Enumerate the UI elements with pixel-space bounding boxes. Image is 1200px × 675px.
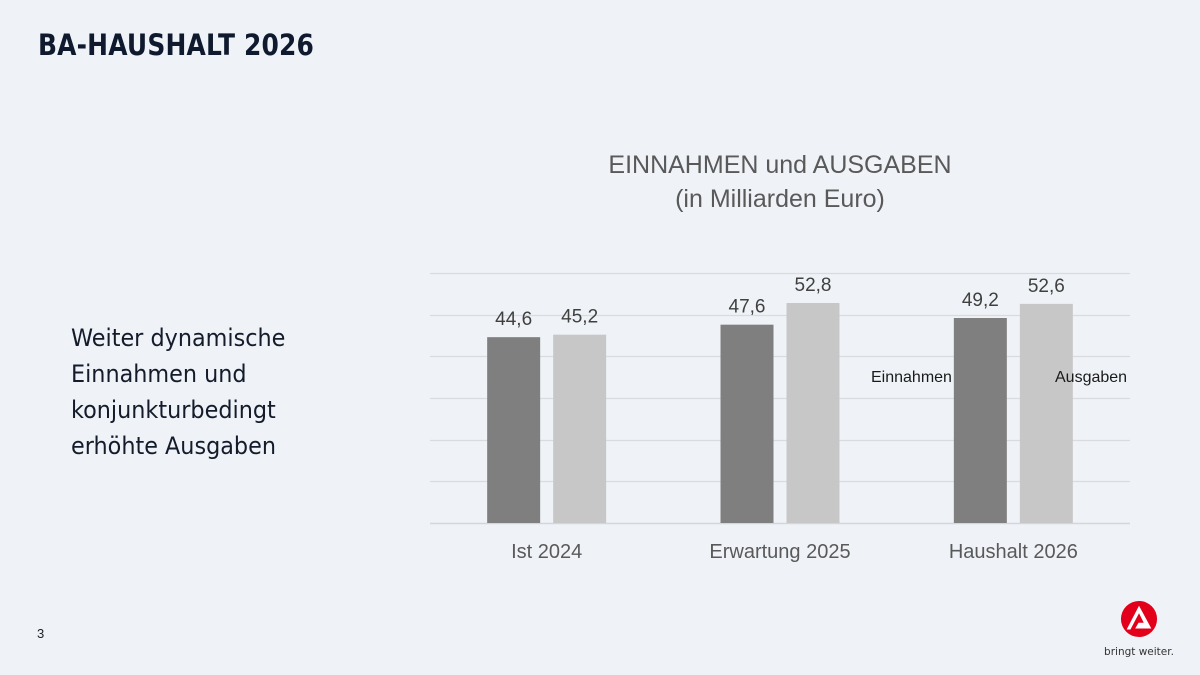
slide-title: BA-HAUSHALT 2026 (38, 28, 315, 62)
data-label: 52,8 (795, 275, 832, 296)
page-number: 3 (37, 626, 45, 641)
chart-gridlines (430, 272, 1130, 525)
chart-legend: Einnahmen Ausgaben (871, 369, 1127, 386)
bar-einnahmen (720, 324, 774, 523)
bar-ausgaben (1019, 303, 1073, 523)
slide-body-text: Weiter dynamische Einnahmen und konjunkt… (71, 320, 371, 464)
bar-einnahmen (487, 337, 541, 523)
x-tick-label: Erwartung 2025 (709, 541, 850, 563)
logo-tagline: bringt weiter. (1104, 646, 1174, 658)
x-tick-label: Haushalt 2026 (949, 541, 1078, 563)
legend-entry-ausgaben: Ausgaben (1055, 369, 1127, 386)
data-label: 52,6 (1028, 276, 1065, 297)
body-line: konjunkturbedingt (71, 396, 276, 424)
logo: bringt weiter. (1104, 600, 1174, 658)
chart-data-labels: 44,6 45,2 47,6 52,8 49,2 52,6 (495, 275, 1065, 330)
chart-title-block: EINNAHMEN und AUSGABEN (in Milliarden Eu… (530, 148, 1030, 216)
bar-ausgaben (786, 303, 840, 523)
data-label: 45,2 (561, 307, 598, 328)
body-line: Einnahmen und (71, 360, 247, 388)
legend-entry-einnahmen: Einnahmen (871, 369, 952, 386)
bar-einnahmen (953, 318, 1007, 523)
chart-bars (487, 303, 1073, 523)
chart-subtitle: (in Milliarden Euro) (675, 185, 885, 213)
body-line: erhöhte Ausgaben (71, 432, 276, 460)
chart-x-tick-labels: Ist 2024 Erwartung 2025 Haushalt 2026 (511, 541, 1078, 563)
bundesagentur-logo-icon (1120, 600, 1158, 638)
chart-title: EINNAHMEN und AUSGABEN (608, 151, 952, 179)
data-label: 49,2 (962, 290, 999, 311)
bar-ausgaben (553, 334, 607, 523)
x-tick-label: Ist 2024 (511, 541, 582, 563)
data-label: 44,6 (495, 309, 532, 330)
body-line: Weiter dynamische (71, 324, 286, 352)
data-label: 47,6 (729, 297, 766, 318)
